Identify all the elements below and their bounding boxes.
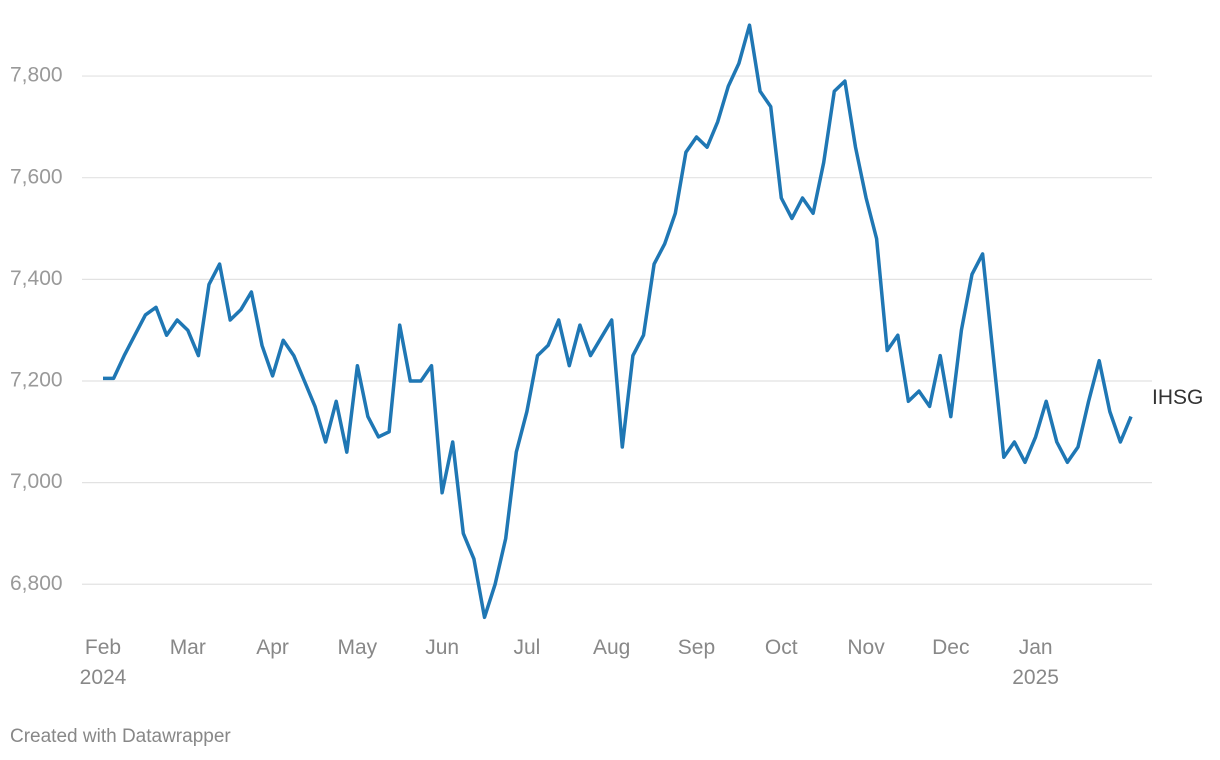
y-tick-label: 7,200 — [10, 369, 63, 392]
x-tick-label: Aug — [593, 636, 630, 659]
x-tick-label: Feb 2024 — [80, 636, 127, 689]
footer: Created with Datawrapper — [10, 726, 231, 747]
x-tick-label: May — [338, 636, 378, 659]
x-tick-label: Jan 2025 — [1012, 636, 1059, 689]
x-tick-label: Dec — [932, 636, 969, 659]
x-tick-label: Jul — [513, 636, 540, 659]
x-tick-label: Oct — [765, 636, 798, 659]
y-tick-label: 7,000 — [10, 470, 63, 493]
x-tick-label: Mar — [170, 636, 206, 659]
series-label: IHSG — [1152, 386, 1203, 409]
x-tick-label: Sep — [678, 636, 715, 659]
x-tick-label: Nov — [847, 636, 885, 659]
y-tick-label: 7,600 — [10, 165, 63, 188]
y-tick-label: 7,400 — [10, 267, 63, 290]
x-tick-label: Apr — [256, 636, 289, 659]
y-tick-label: 6,800 — [10, 572, 63, 595]
x-tick-label: Jun — [425, 636, 459, 659]
y-tick-label: 7,800 — [10, 64, 63, 87]
line — [103, 23, 1133, 620]
